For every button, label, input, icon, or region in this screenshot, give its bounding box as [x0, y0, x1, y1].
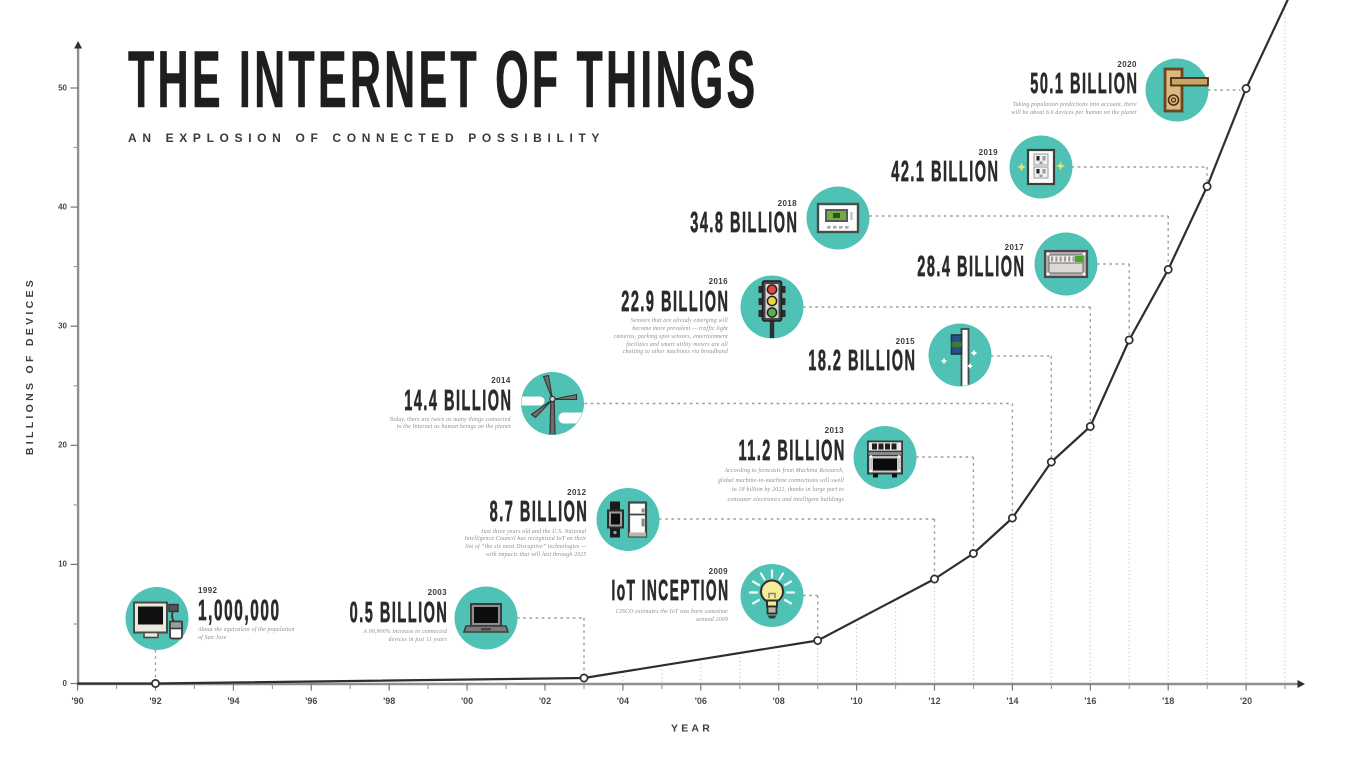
svg-text:'18: '18 [1162, 696, 1174, 706]
svg-text:40: 40 [58, 202, 67, 211]
svg-text:'98: '98 [383, 696, 395, 706]
svg-text:0: 0 [63, 679, 68, 688]
svg-text:'12: '12 [928, 696, 940, 706]
svg-text:50: 50 [58, 83, 67, 92]
svg-text:'16: '16 [1084, 696, 1096, 706]
svg-text:'02: '02 [539, 696, 551, 706]
svg-text:30: 30 [58, 322, 67, 331]
svg-text:'06: '06 [695, 696, 707, 706]
svg-text:20: 20 [58, 441, 67, 450]
svg-text:'14: '14 [1006, 696, 1018, 706]
svg-text:'00: '00 [461, 696, 473, 706]
svg-text:'08: '08 [773, 696, 785, 706]
svg-text:'10: '10 [851, 696, 863, 706]
svg-text:BILLIONS OF DEVICES: BILLIONS OF DEVICES [24, 277, 36, 455]
svg-text:'92: '92 [149, 696, 161, 706]
svg-text:'94: '94 [227, 696, 239, 706]
svg-text:'04: '04 [617, 696, 629, 706]
svg-text:'96: '96 [305, 696, 317, 706]
svg-text:YEAR: YEAR [671, 723, 713, 735]
svg-text:'20: '20 [1240, 696, 1252, 706]
svg-text:'90: '90 [72, 696, 84, 706]
svg-text:10: 10 [58, 560, 67, 569]
